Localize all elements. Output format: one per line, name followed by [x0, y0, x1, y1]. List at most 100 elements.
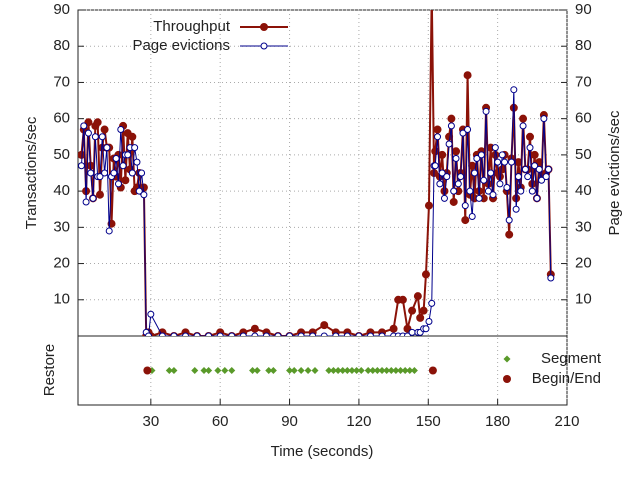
data-point	[535, 165, 543, 173]
segment-marker	[392, 367, 400, 374]
data-point	[182, 332, 190, 336]
begin-end-marker	[143, 366, 152, 375]
segment-marker	[228, 367, 236, 374]
data-point	[378, 332, 386, 336]
data-point	[131, 144, 139, 152]
x-tick-label: 210	[554, 413, 579, 430]
segment-marker	[357, 367, 365, 374]
segment-marker	[221, 367, 229, 374]
segment-marker	[348, 367, 356, 374]
segment-marker	[369, 367, 377, 374]
data-point	[434, 133, 442, 141]
data-point	[87, 169, 95, 177]
segment-marker	[304, 367, 312, 374]
data-point	[286, 332, 294, 336]
data-point	[297, 332, 305, 336]
data-point	[262, 332, 270, 336]
y-tick-label: 60	[53, 110, 70, 127]
data-point	[110, 169, 118, 177]
x-tick-label: 30	[142, 413, 159, 430]
data-point	[128, 169, 136, 177]
data-point	[443, 173, 451, 181]
data-point	[408, 328, 416, 336]
y2-tick-label: 50	[575, 146, 592, 163]
x-tick-label: 60	[212, 413, 229, 430]
data-point	[445, 140, 453, 148]
data-point	[514, 173, 522, 181]
segment-marker	[191, 367, 199, 374]
data-point	[135, 187, 143, 195]
data-point	[428, 299, 436, 307]
y-tick-label: 30	[53, 218, 70, 235]
y2-tick-label: 70	[575, 73, 592, 90]
data-point	[498, 151, 506, 159]
data-point	[398, 295, 407, 304]
data-point	[147, 310, 155, 318]
segment-marker	[325, 367, 333, 374]
data-point	[424, 201, 433, 210]
y-tick-label: 20	[53, 255, 70, 272]
data-point	[309, 332, 317, 336]
x-tick-label: 180	[485, 413, 510, 430]
segment-marker	[253, 367, 261, 374]
data-point	[461, 216, 470, 225]
data-point	[78, 162, 85, 170]
data-point	[461, 202, 469, 210]
data-point	[533, 194, 541, 202]
y-tick-label: 40	[53, 182, 70, 199]
data-point	[431, 162, 439, 170]
segment-marker	[401, 367, 409, 374]
data-point	[128, 132, 137, 141]
data-point	[503, 183, 511, 191]
data-point	[538, 176, 546, 184]
data-point	[475, 194, 483, 202]
data-point	[274, 332, 282, 336]
data-point	[447, 114, 456, 123]
y2-tick-label: 10	[575, 291, 592, 308]
segment-marker	[378, 367, 386, 374]
data-point	[438, 150, 447, 159]
data-point	[366, 332, 374, 336]
data-point	[452, 147, 461, 156]
data-point	[508, 158, 516, 166]
legend-label: Throughput	[153, 18, 231, 35]
data-point	[124, 151, 132, 159]
segment-marker	[311, 367, 319, 374]
data-point	[193, 332, 201, 336]
data-point	[526, 144, 534, 152]
plot-area	[78, 10, 555, 336]
data-point	[320, 332, 328, 336]
segment-marker	[214, 367, 222, 374]
data-point	[140, 191, 148, 199]
data-point	[389, 324, 398, 333]
data-point	[514, 158, 523, 167]
data-point	[468, 161, 477, 170]
data-point	[343, 332, 351, 336]
data-point	[450, 187, 458, 195]
segment-marker	[397, 367, 405, 374]
data-point	[501, 158, 509, 166]
data-point	[542, 173, 550, 181]
y2-tick-label: 60	[575, 110, 592, 127]
data-point	[84, 129, 92, 137]
data-point	[114, 180, 122, 188]
data-point	[93, 118, 102, 127]
y2-tick-label: 80	[575, 37, 592, 54]
segment-marker	[290, 367, 298, 374]
segment-marker	[269, 367, 277, 374]
data-point	[531, 162, 539, 170]
data-point	[464, 126, 472, 134]
data-point	[452, 155, 460, 163]
y2-tick-label: 20	[575, 255, 592, 272]
data-point	[101, 169, 109, 177]
data-point	[517, 187, 525, 195]
data-point	[440, 194, 448, 202]
segment-marker	[410, 367, 418, 374]
segment-marker	[170, 367, 178, 374]
y2-axis-label: Page evictions/sec	[606, 110, 623, 236]
data-point	[454, 180, 462, 188]
panel-label: Restore	[41, 344, 58, 397]
segment-marker	[200, 367, 208, 374]
data-point	[526, 132, 535, 141]
data-point	[105, 227, 113, 235]
